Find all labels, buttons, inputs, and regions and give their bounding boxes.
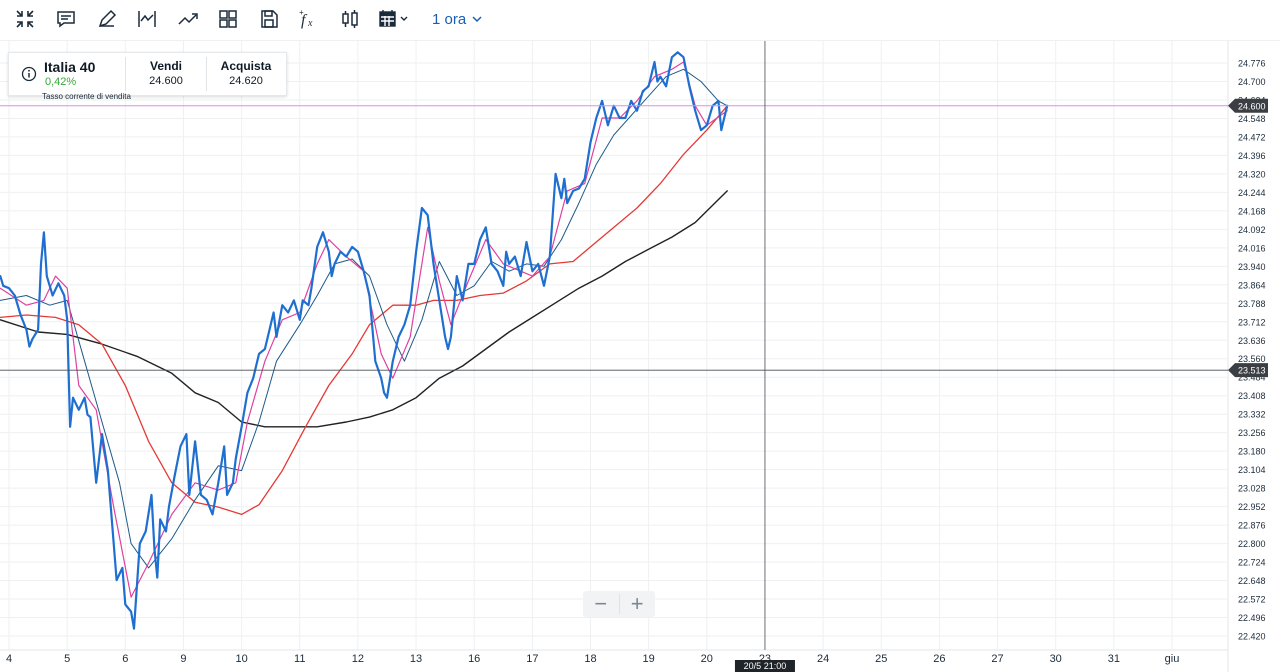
trend-icon[interactable]: [177, 6, 199, 32]
y-tick-label: 23.940: [1238, 262, 1266, 272]
y-tick-label: 24.472: [1238, 132, 1266, 142]
series-line-price: [0, 51, 729, 630]
info-icon[interactable]: [21, 66, 37, 82]
instrument-info-panel: Italia 40 0,42% Vendi 24.600 Acquista 24…: [8, 52, 287, 96]
y-tick-label: 22.572: [1238, 595, 1266, 605]
y-tick-label: 22.952: [1238, 502, 1266, 512]
pencil-icon[interactable]: [96, 6, 118, 32]
x-tick-label: 20: [701, 653, 713, 665]
y-tick-label: 23.484: [1238, 373, 1266, 383]
x-tick-label: 12: [352, 653, 364, 665]
x-tick-label: 4: [6, 653, 12, 665]
x-tick-label: 11: [294, 653, 305, 665]
series-line-ma-mid: [0, 68, 728, 569]
y-tick-label: 22.420: [1238, 632, 1266, 642]
y-tick-label: 23.332: [1238, 410, 1266, 420]
zoom-controls: − +: [583, 591, 655, 617]
grid-layout-icon[interactable]: [217, 6, 239, 32]
crosshair-price-label: 23.513: [1238, 366, 1266, 376]
y-tick-label: 22.648: [1238, 576, 1266, 586]
crosshair-time-label: 20/5 21:00: [744, 661, 787, 671]
collapse-icon[interactable]: [14, 6, 36, 32]
divider: [618, 594, 620, 614]
toolbar: f x + 1 ora: [0, 0, 1280, 41]
text-note-icon[interactable]: [55, 6, 77, 32]
x-tick-label: 27: [991, 653, 1003, 665]
x-tick-label: 31: [1108, 653, 1120, 665]
divider: [206, 57, 207, 91]
y-tick-label: 24.776: [1238, 59, 1266, 69]
y-tick-label: 24.320: [1238, 169, 1266, 179]
y-tick-label: 22.496: [1238, 613, 1266, 623]
y-tick-label: 23.560: [1238, 354, 1266, 364]
zoom-out-button[interactable]: −: [594, 591, 608, 616]
y-tick-label: 23.788: [1238, 299, 1266, 309]
divider: [125, 57, 126, 91]
y-tick-label: 22.724: [1238, 558, 1266, 568]
y-tick-label: 24.396: [1238, 151, 1266, 161]
x-tick-label: 16: [468, 653, 480, 665]
crosshair-time-tag: [734, 660, 795, 672]
x-tick-label: 13: [410, 653, 422, 665]
sell-button[interactable]: Vendi 24.600: [126, 53, 206, 95]
x-tick-label: 17: [526, 653, 538, 665]
function-icon[interactable]: f x +: [298, 6, 320, 32]
svg-text:f: f: [301, 12, 308, 29]
svg-text:+: +: [299, 8, 304, 17]
buy-button[interactable]: Acquista 24.620: [207, 53, 285, 95]
sell-rate-caption: Tasso corrente di vendita: [42, 92, 131, 101]
y-tick-label: 23.408: [1238, 391, 1266, 401]
y-tick-label: 23.256: [1238, 428, 1266, 438]
timeframe-label: 1 ora: [432, 10, 467, 28]
crosshair-price-tag: [1228, 363, 1268, 378]
line-chart-icon[interactable]: [136, 6, 158, 32]
instrument-name: Italia 40: [44, 59, 96, 75]
y-tick-label: 23.028: [1238, 484, 1266, 494]
y-tick-label: 24.244: [1238, 188, 1266, 198]
x-tick-label: giu: [1165, 653, 1180, 665]
y-tick-label: 24.016: [1238, 243, 1266, 253]
y-tick-label: 23.636: [1238, 336, 1266, 346]
save-icon[interactable]: [258, 6, 280, 32]
x-tick-label: 5: [64, 653, 70, 665]
calendar-icon[interactable]: [378, 6, 412, 32]
x-tick-label: 24: [817, 653, 829, 665]
y-tick-label: 23.712: [1238, 317, 1266, 327]
x-tick-label: 9: [180, 653, 186, 665]
y-tick-label: 23.180: [1238, 447, 1266, 457]
x-tick-label: 25: [875, 653, 887, 665]
sell-price-tag-label: 24.600: [1238, 101, 1266, 111]
y-tick-label: 24.092: [1238, 225, 1266, 235]
y-tick-label: 22.876: [1238, 521, 1266, 531]
x-tick-label: 10: [235, 653, 247, 665]
x-tick-label: 6: [122, 653, 128, 665]
price-axis[interactable]: [1228, 41, 1280, 672]
sell-label: Vendi: [149, 59, 182, 73]
change-percent: 0,42%: [45, 76, 77, 88]
chevron-down-icon: [472, 16, 482, 23]
sell-price-tag: [1228, 98, 1268, 113]
y-tick-label: 22.800: [1238, 539, 1266, 549]
candlestick-icon[interactable]: [339, 6, 361, 32]
sell-price: 24.600: [149, 75, 183, 87]
series-line-ma-long: [0, 190, 728, 428]
y-tick-label: 24.168: [1238, 206, 1266, 216]
svg-text:x: x: [307, 18, 313, 29]
x-tick-label: 19: [643, 653, 655, 665]
x-tick-label: 18: [584, 653, 596, 665]
y-tick-label: 24.548: [1238, 114, 1266, 124]
x-tick-label: 26: [933, 653, 945, 665]
y-tick-label: 23.864: [1238, 280, 1266, 290]
timeframe-dropdown[interactable]: 1 ora: [432, 6, 482, 32]
buy-label: Acquista: [220, 59, 272, 73]
price-chart[interactable]: 24.77624.70024.62424.54824.47224.39624.3…: [0, 41, 1280, 672]
x-tick-label: 30: [1050, 653, 1062, 665]
series-line-ma-slow: [0, 105, 728, 516]
zoom-in-button[interactable]: +: [630, 591, 644, 616]
chart-canvas[interactable]: 24.77624.70024.62424.54824.47224.39624.3…: [0, 41, 1280, 672]
buy-price: 24.620: [229, 75, 263, 87]
series-line-ma-fast: [0, 61, 728, 598]
y-tick-label: 23.104: [1238, 465, 1266, 475]
y-tick-label: 24.700: [1238, 77, 1266, 87]
